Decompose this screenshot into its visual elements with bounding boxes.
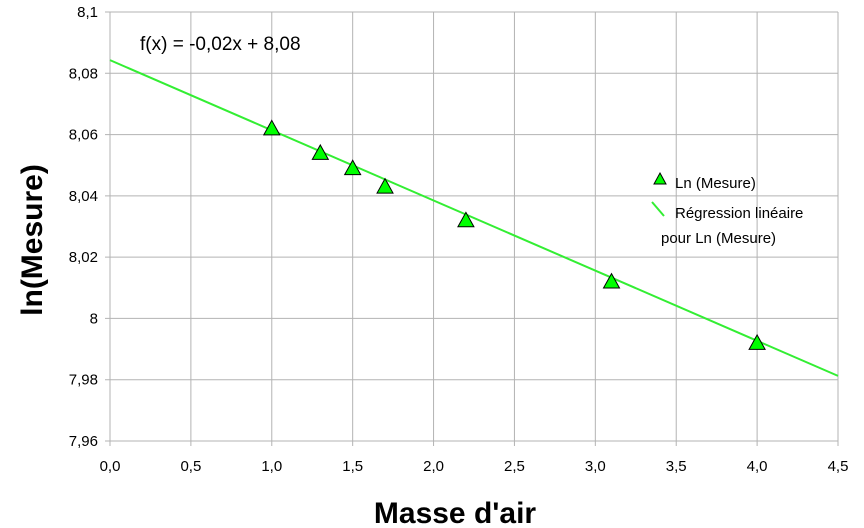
y-tick-label: 8,02 <box>69 249 98 266</box>
x-tick-label: 2,0 <box>423 458 444 475</box>
x-tick-label: 0,5 <box>180 458 201 475</box>
data-points <box>262 119 766 350</box>
legend-label-trendline-line1: Régression linéaire <box>675 205 803 222</box>
y-tick-label: 7,98 <box>69 372 98 389</box>
x-tick-labels: 0,0 0,5 1,0 1,5 2,0 2,5 3,0 3,5 4,0 4,5 <box>100 458 849 475</box>
x-tick-label: 2,5 <box>504 458 525 475</box>
legend: Ln (Mesure) Régression linéaire pour Ln … <box>651 171 803 247</box>
y-tick-label: 8 <box>90 310 98 327</box>
data-point-triangle <box>376 177 394 194</box>
data-point-triangle <box>343 159 362 176</box>
x-tick-label: 1,0 <box>261 458 282 475</box>
y-tick-label: 8,08 <box>69 65 98 82</box>
data-point-triangle <box>262 119 281 136</box>
trendline <box>109 59 839 377</box>
x-tick-label: 0,0 <box>100 458 121 475</box>
y-axis-title: ln(Mesure) <box>16 164 49 316</box>
data-point-triangle <box>457 211 475 228</box>
x-axis-title: Masse d'air <box>374 497 537 528</box>
x-tick-label: 3,0 <box>585 458 606 475</box>
data-point-triangle <box>602 272 621 289</box>
y-tick-label: 7,96 <box>69 433 98 450</box>
y-tick-label: 8,06 <box>69 127 98 144</box>
legend-label-trendline-line2: pour Ln (Mesure) <box>661 230 776 247</box>
x-tick-label: 3,5 <box>666 458 687 475</box>
legend-label-series: Ln (Mesure) <box>675 175 756 192</box>
y-tick-label: 8,1 <box>77 4 98 21</box>
data-point-triangle <box>311 143 330 160</box>
x-tick-label: 4,0 <box>747 458 768 475</box>
trendline-equation: f(x) = -0,02x + 8,08 <box>140 34 301 55</box>
grid <box>105 11 839 446</box>
legend-trendline-swatch <box>651 201 665 217</box>
y-tick-labels: 7,96 7,98 8 8,02 8,04 8,06 8,08 8,1 <box>69 4 98 450</box>
x-tick-label: 1,5 <box>342 458 363 475</box>
data-point-triangle <box>748 333 766 350</box>
legend-marker-triangle-icon <box>653 171 667 185</box>
x-tick-label: 4,5 <box>828 458 849 475</box>
y-tick-label: 8,04 <box>69 188 98 205</box>
